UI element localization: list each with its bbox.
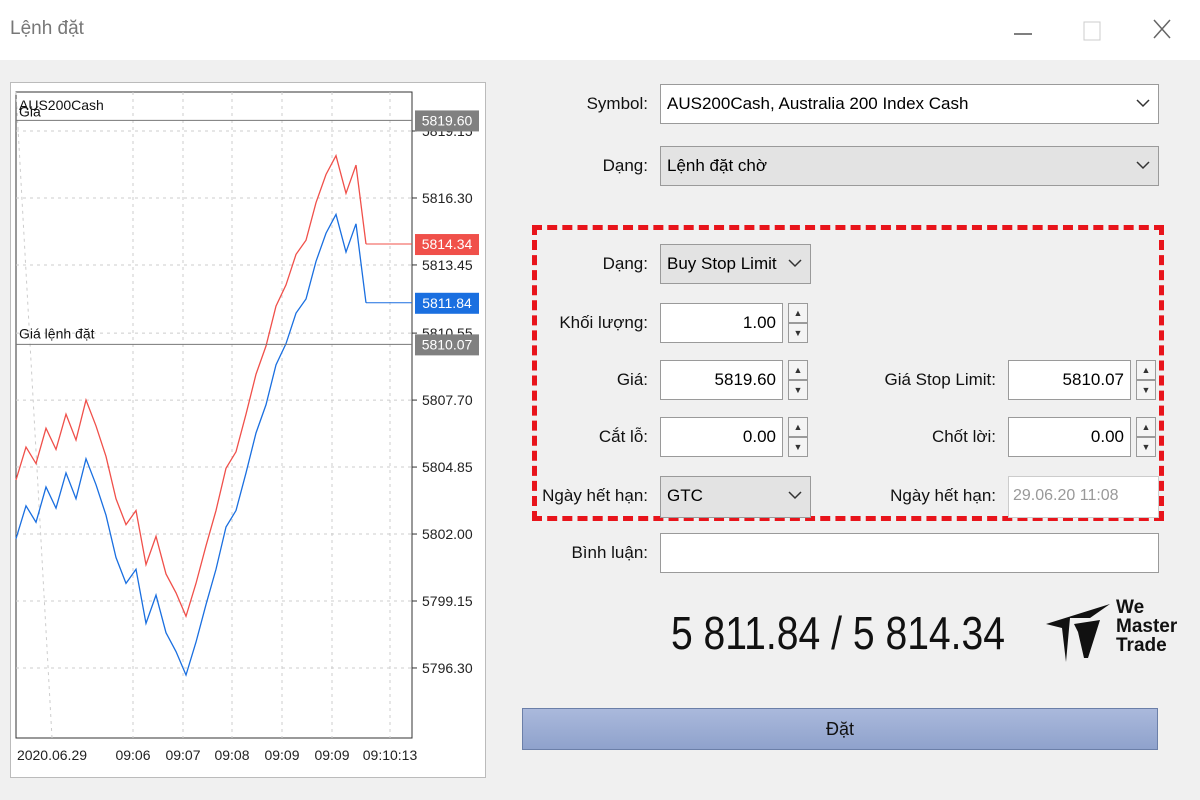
title-bar: Lệnh đặt bbox=[0, 0, 1200, 60]
stop-limit-spinner[interactable]: ▲ ▼ bbox=[1136, 360, 1156, 400]
price-tag-label: 5819.60 bbox=[422, 112, 473, 128]
y-tick-label: 5799.15 bbox=[422, 593, 473, 609]
volume-input[interactable]: 1.00 bbox=[660, 303, 783, 343]
volume-label: Khối lượng: bbox=[559, 313, 648, 332]
y-tick-label: 5802.00 bbox=[422, 526, 473, 542]
y-tick-label: 5796.30 bbox=[422, 660, 473, 676]
tp-label: Chốt lời: bbox=[931, 427, 996, 446]
x-tick-label: 09:09 bbox=[314, 747, 349, 763]
type-label: Dạng: bbox=[602, 156, 648, 175]
grid-line bbox=[15, 91, 53, 739]
x-tick-label: 2020.06.29 bbox=[17, 747, 87, 763]
price-tag bbox=[415, 292, 479, 314]
price-chart: 5796.30 5799.15 5802.00 5804.85 5807.70 5810.… bbox=[10, 82, 486, 778]
price-line bbox=[15, 153, 367, 619]
price-line bbox=[15, 212, 367, 677]
price-input[interactable]: 5819.60 bbox=[660, 360, 783, 400]
window-title: Lệnh đặt bbox=[10, 18, 84, 39]
symbol-select[interactable]: AUS200Cash, Australia 200 Index Cash bbox=[660, 84, 1159, 124]
order-type-value: Buy Stop Limit bbox=[667, 254, 777, 273]
x-tick-label: 09:10:13 bbox=[363, 747, 418, 763]
x-tick-label: 09:08 bbox=[214, 747, 249, 763]
y-tick-label: 5804.85 bbox=[422, 459, 473, 475]
comment-input[interactable] bbox=[660, 533, 1159, 573]
x-tick-label: 09:07 bbox=[165, 747, 200, 763]
stop-limit-input[interactable]: 5810.07 bbox=[1008, 360, 1131, 400]
stop-limit-label: Giá Stop Limit: bbox=[884, 370, 997, 389]
expiry-label: Ngày hết hạn: bbox=[542, 486, 648, 505]
type-select[interactable]: Lệnh đặt chờ bbox=[660, 146, 1159, 186]
order-type-select[interactable]: Buy Stop Limit bbox=[660, 244, 811, 284]
price-tag-label: 5811.84 bbox=[422, 295, 472, 311]
order-line-label: Giá bbox=[19, 103, 41, 119]
submit-button[interactable]: Đặt bbox=[522, 708, 1158, 750]
expiry-select[interactable]: GTC bbox=[660, 476, 811, 518]
price-tag-label: 5810.07 bbox=[422, 336, 473, 352]
sl-spinner[interactable]: ▲ ▼ bbox=[788, 417, 808, 457]
tp-input[interactable]: 0.00 bbox=[1008, 417, 1131, 457]
x-tick-label: 09:09 bbox=[264, 747, 299, 763]
price-tag-label: 5814.34 bbox=[422, 236, 473, 252]
price-spinner[interactable]: ▲ ▼ bbox=[788, 360, 808, 400]
type-value: Lệnh đặt chờ bbox=[667, 156, 767, 175]
y-tick-label: 5807.70 bbox=[422, 392, 473, 408]
expiry-date-value: 29.06.20 11:08 bbox=[1013, 487, 1119, 504]
stop-line-label: Giá lệnh đặt bbox=[19, 325, 95, 341]
logo-text: Master bbox=[1116, 616, 1178, 637]
tp-spinner[interactable]: ▲ ▼ bbox=[1136, 417, 1156, 457]
comment-label: Bình luận: bbox=[571, 543, 648, 562]
symbol-label: Symbol: bbox=[586, 94, 648, 113]
symbol-label: AUS200Cash bbox=[19, 97, 104, 113]
sl-input[interactable]: 0.00 bbox=[660, 417, 783, 457]
expiry-value: GTC bbox=[667, 486, 703, 505]
y-tick-label: 5816.30 bbox=[422, 190, 473, 206]
sl-label: Cắt lỗ: bbox=[598, 427, 648, 446]
price-tag bbox=[415, 234, 479, 256]
expiry-date-label: Ngày hết hạn: bbox=[890, 486, 996, 505]
expiry-date-select[interactable]: 29.06.20 11:08 bbox=[1008, 476, 1159, 518]
logo-text: Trade bbox=[1116, 635, 1167, 656]
volume-spinner[interactable]: ▲ ▼ bbox=[788, 303, 808, 343]
price-tag bbox=[415, 334, 479, 356]
order-type-label: Dạng: bbox=[602, 254, 648, 273]
price-label: Giá: bbox=[616, 370, 648, 389]
price-tag bbox=[415, 110, 479, 132]
symbol-value: AUS200Cash, Australia 200 Index Cash bbox=[667, 94, 969, 113]
quote: 5 811.84 / 5 814.34 bbox=[670, 607, 1006, 659]
x-tick-label: 09:06 bbox=[115, 747, 150, 763]
highlight-box bbox=[532, 225, 1164, 521]
logo-text: We bbox=[1116, 597, 1145, 618]
y-tick-label: 5813.45 bbox=[422, 257, 473, 273]
window-controls[interactable] bbox=[1000, 10, 1190, 50]
